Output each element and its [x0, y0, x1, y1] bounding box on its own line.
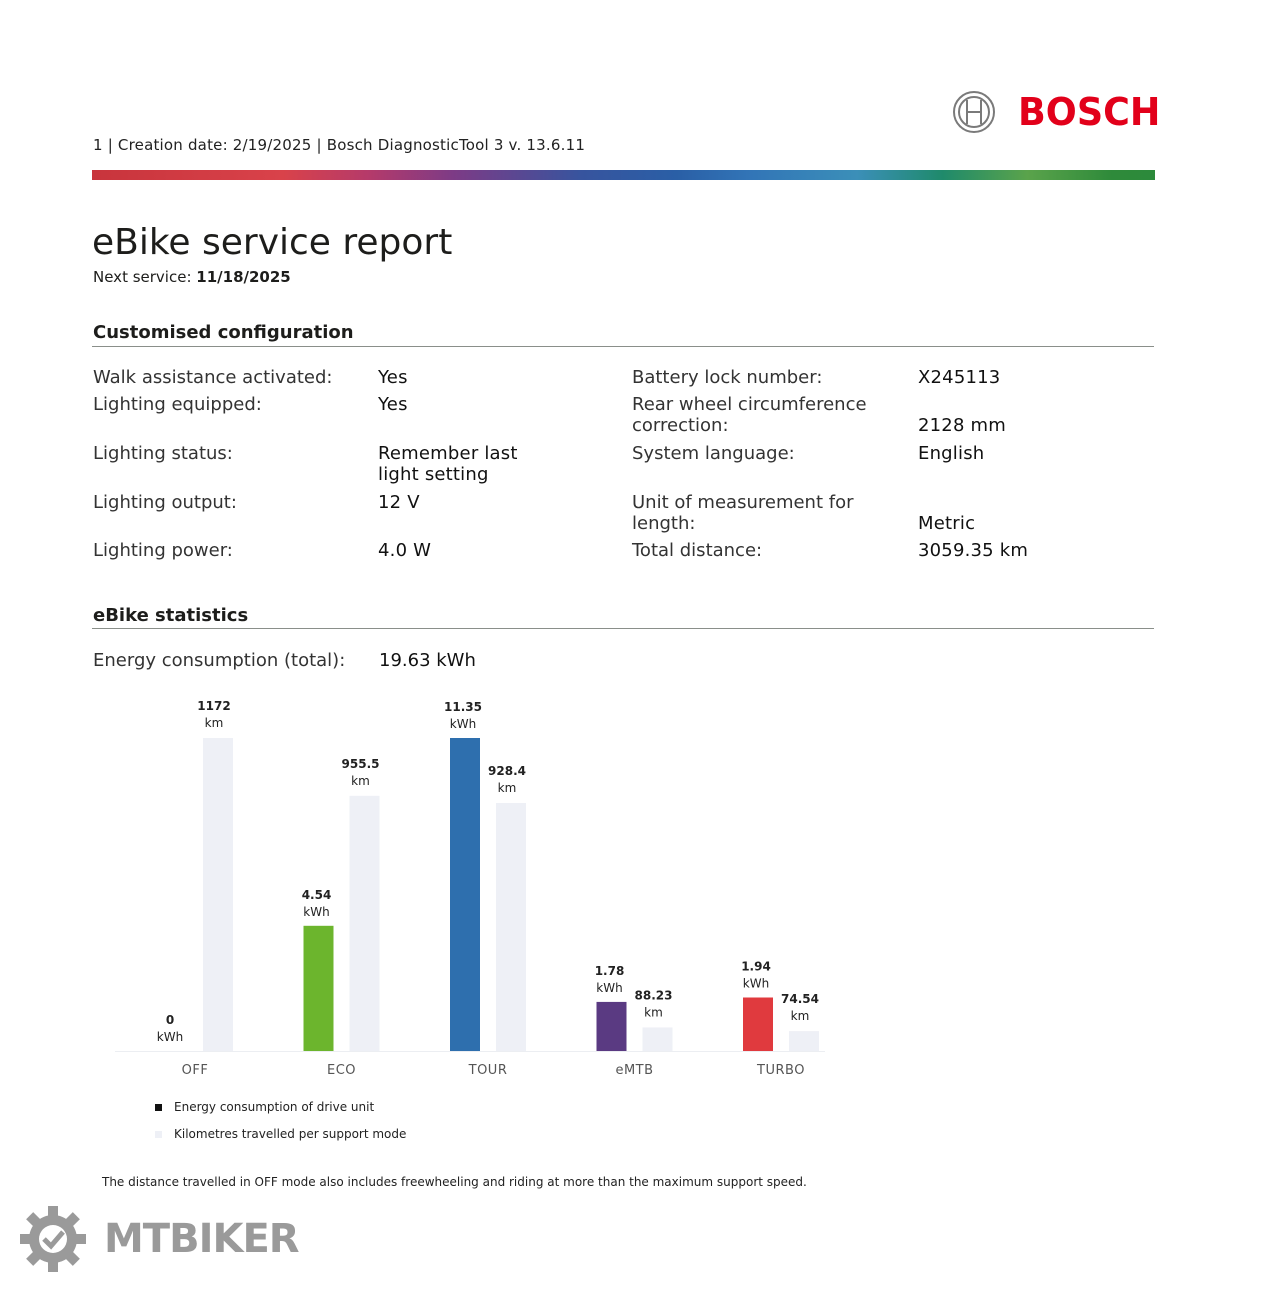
- distance-value-label: 1172: [197, 699, 230, 713]
- lighting-equipped-label: Lighting equipped:: [93, 394, 262, 415]
- legend-energy: Energy consumption of drive unit: [155, 1100, 374, 1114]
- legend-energy-swatch: [155, 1103, 162, 1111]
- energy-unit-label: kWh: [303, 905, 329, 919]
- report-title: eBike service report: [92, 222, 453, 263]
- lighting-output-value: 12 V: [378, 492, 420, 513]
- mtbiker-watermark: MTBIKER: [18, 1204, 300, 1274]
- category-label: TURBO: [756, 1063, 805, 1078]
- total-distance-label: Total distance:: [632, 540, 763, 561]
- legend-energy-label: Energy consumption of drive unit: [174, 1100, 375, 1114]
- legend-distance-label: Kilometres travelled per support mode: [174, 1127, 407, 1141]
- distance-bar: [349, 795, 380, 1051]
- lighting-equipped-value: Yes: [378, 394, 408, 415]
- distance-value-label: 955.5: [342, 757, 380, 771]
- gear-icon: [20, 1206, 86, 1272]
- total-distance-value: 3059.35 km: [918, 540, 1029, 561]
- next-service-label: Next service:: [93, 268, 192, 286]
- energy-total-value: 19.63 kWh: [379, 650, 476, 671]
- energy-unit-label: kWh: [450, 717, 476, 731]
- distance-value-label: 88.23: [635, 988, 673, 1002]
- lighting-power-value: 4.0 W: [378, 540, 432, 561]
- config-heading: Customised configuration: [93, 322, 354, 343]
- distance-value-label: 928.4: [488, 764, 526, 778]
- brand-color-bar: [92, 170, 1155, 180]
- energy-bar: [303, 925, 334, 1051]
- energy-value-label: 4.54: [302, 888, 332, 902]
- next-service: Next service: 11/18/2025: [93, 268, 291, 286]
- unit-length-value: Metric: [918, 513, 976, 534]
- system-language-label: System language:: [632, 443, 795, 464]
- bosch-logo: BOSCH: [952, 90, 1166, 134]
- footnote: The distance travelled in OFF mode also …: [102, 1175, 807, 1189]
- bosch-wordmark: BOSCH: [1018, 90, 1161, 134]
- distance-value-label: 74.54: [781, 992, 819, 1006]
- config-divider: [92, 346, 1154, 347]
- unit-length-label: Unit of measurement for length:: [632, 492, 854, 534]
- energy-unit-label: kWh: [743, 977, 769, 991]
- lighting-power-label: Lighting power:: [93, 540, 233, 561]
- header-info: 1 | Creation date: 2/19/2025 | Bosch Dia…: [93, 136, 586, 154]
- category-label: OFF: [182, 1063, 209, 1078]
- lighting-output-label: Lighting output:: [93, 492, 237, 513]
- energy-bar: [743, 997, 773, 1051]
- bosch-armature-icon: [953, 91, 995, 133]
- energy-unit-label: kWh: [596, 981, 622, 995]
- distance-bar: [642, 1027, 673, 1051]
- lighting-status-label: Lighting status:: [93, 443, 233, 464]
- walk-assist-label: Walk assistance activated:: [93, 367, 333, 388]
- energy-value-label: 11.35: [444, 700, 482, 714]
- system-language-value: English: [918, 443, 985, 464]
- energy-total-label: Energy consumption (total):: [93, 650, 346, 671]
- battery-lock-value: X245113: [918, 367, 1001, 388]
- distance-unit-label: km: [351, 774, 370, 788]
- battery-lock-label: Battery lock number:: [632, 367, 823, 388]
- legend-distance: Kilometres travelled per support mode: [155, 1127, 406, 1141]
- distance-bar: [203, 738, 233, 1051]
- distance-unit-label: km: [498, 781, 517, 795]
- next-service-date: 11/18/2025: [196, 268, 291, 286]
- distance-bar: [789, 1031, 819, 1051]
- category-label: ECO: [327, 1063, 356, 1078]
- distance-unit-label: km: [205, 716, 224, 730]
- watermark-text: MTBIKER: [104, 1216, 300, 1262]
- rear-wheel-value: 2128 mm: [918, 415, 1006, 436]
- legend-distance-swatch: [155, 1130, 162, 1138]
- energy-bar: [596, 1001, 627, 1051]
- rear-wheel-label: Rear wheel circumference correction:: [632, 394, 867, 436]
- energy-bar: [450, 738, 480, 1051]
- stats-divider: [92, 628, 1154, 629]
- energy-value-label: 1.94: [741, 960, 771, 974]
- energy-value-label: 0: [166, 1013, 174, 1027]
- stats-heading: eBike statistics: [93, 605, 249, 626]
- energy-unit-label: kWh: [157, 1030, 183, 1044]
- category-label: eMTB: [615, 1063, 653, 1078]
- distance-unit-label: km: [644, 1005, 663, 1019]
- walk-assist-value: Yes: [378, 367, 408, 388]
- distance-bar: [496, 803, 526, 1051]
- energy-value-label: 1.78: [595, 964, 625, 978]
- distance-unit-label: km: [791, 1009, 810, 1023]
- category-label: TOUR: [468, 1063, 508, 1078]
- lighting-status-value: Remember last light setting: [378, 443, 518, 485]
